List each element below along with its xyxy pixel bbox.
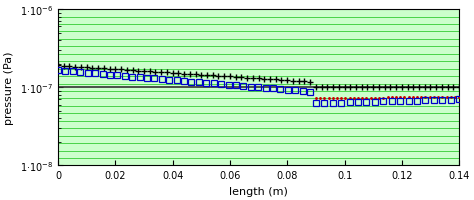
Y-axis label: pressure (Pa): pressure (Pa) — [4, 51, 14, 124]
X-axis label: length (m): length (m) — [229, 186, 288, 196]
